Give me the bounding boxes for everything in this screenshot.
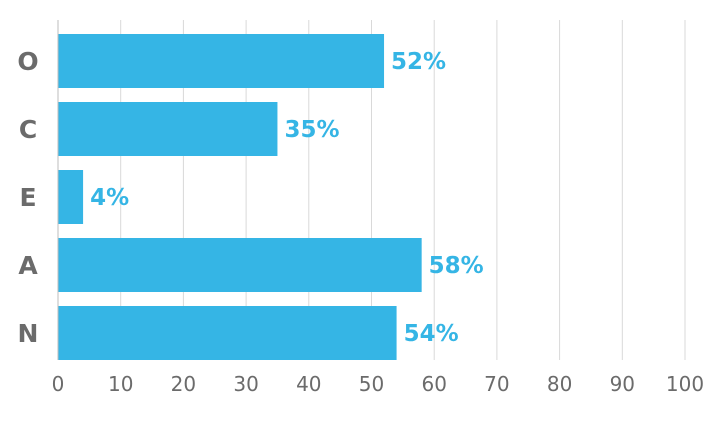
x-tick-label-0: 0 bbox=[52, 372, 65, 396]
data-label-C: 35% bbox=[284, 117, 339, 143]
data-label-N: 54% bbox=[404, 321, 459, 347]
category-label-C: C bbox=[19, 115, 37, 144]
x-tick-labels: 0 10 20 30 40 50 60 70 80 90 100 bbox=[52, 372, 704, 396]
bar-A bbox=[58, 238, 422, 292]
category-label-N: N bbox=[18, 319, 39, 348]
bars bbox=[58, 34, 422, 360]
category-label-A: A bbox=[18, 251, 38, 280]
bar-E bbox=[58, 170, 84, 224]
x-tick-label-30: 30 bbox=[233, 372, 258, 396]
category-labels: O C E A N bbox=[17, 47, 38, 348]
category-label-O: O bbox=[17, 47, 38, 76]
x-tick-label-40: 40 bbox=[296, 372, 321, 396]
data-label-A: 58% bbox=[429, 253, 484, 279]
x-tick-label-100: 100 bbox=[666, 372, 704, 396]
x-tick-label-60: 60 bbox=[421, 372, 446, 396]
bar-N bbox=[58, 306, 397, 360]
x-tick-label-50: 50 bbox=[359, 372, 384, 396]
bar-C bbox=[58, 102, 278, 156]
data-label-O: 52% bbox=[391, 49, 446, 75]
x-tick-label-70: 70 bbox=[484, 372, 509, 396]
x-tick-label-80: 80 bbox=[547, 372, 572, 396]
data-label-E: 4% bbox=[90, 185, 129, 211]
x-tick-label-20: 20 bbox=[171, 372, 196, 396]
category-label-E: E bbox=[19, 183, 36, 212]
x-tick-label-90: 90 bbox=[610, 372, 635, 396]
x-tick-label-10: 10 bbox=[108, 372, 133, 396]
bar-O bbox=[58, 34, 385, 88]
data-labels: 52% 35% 4% 58% 54% bbox=[90, 49, 484, 347]
